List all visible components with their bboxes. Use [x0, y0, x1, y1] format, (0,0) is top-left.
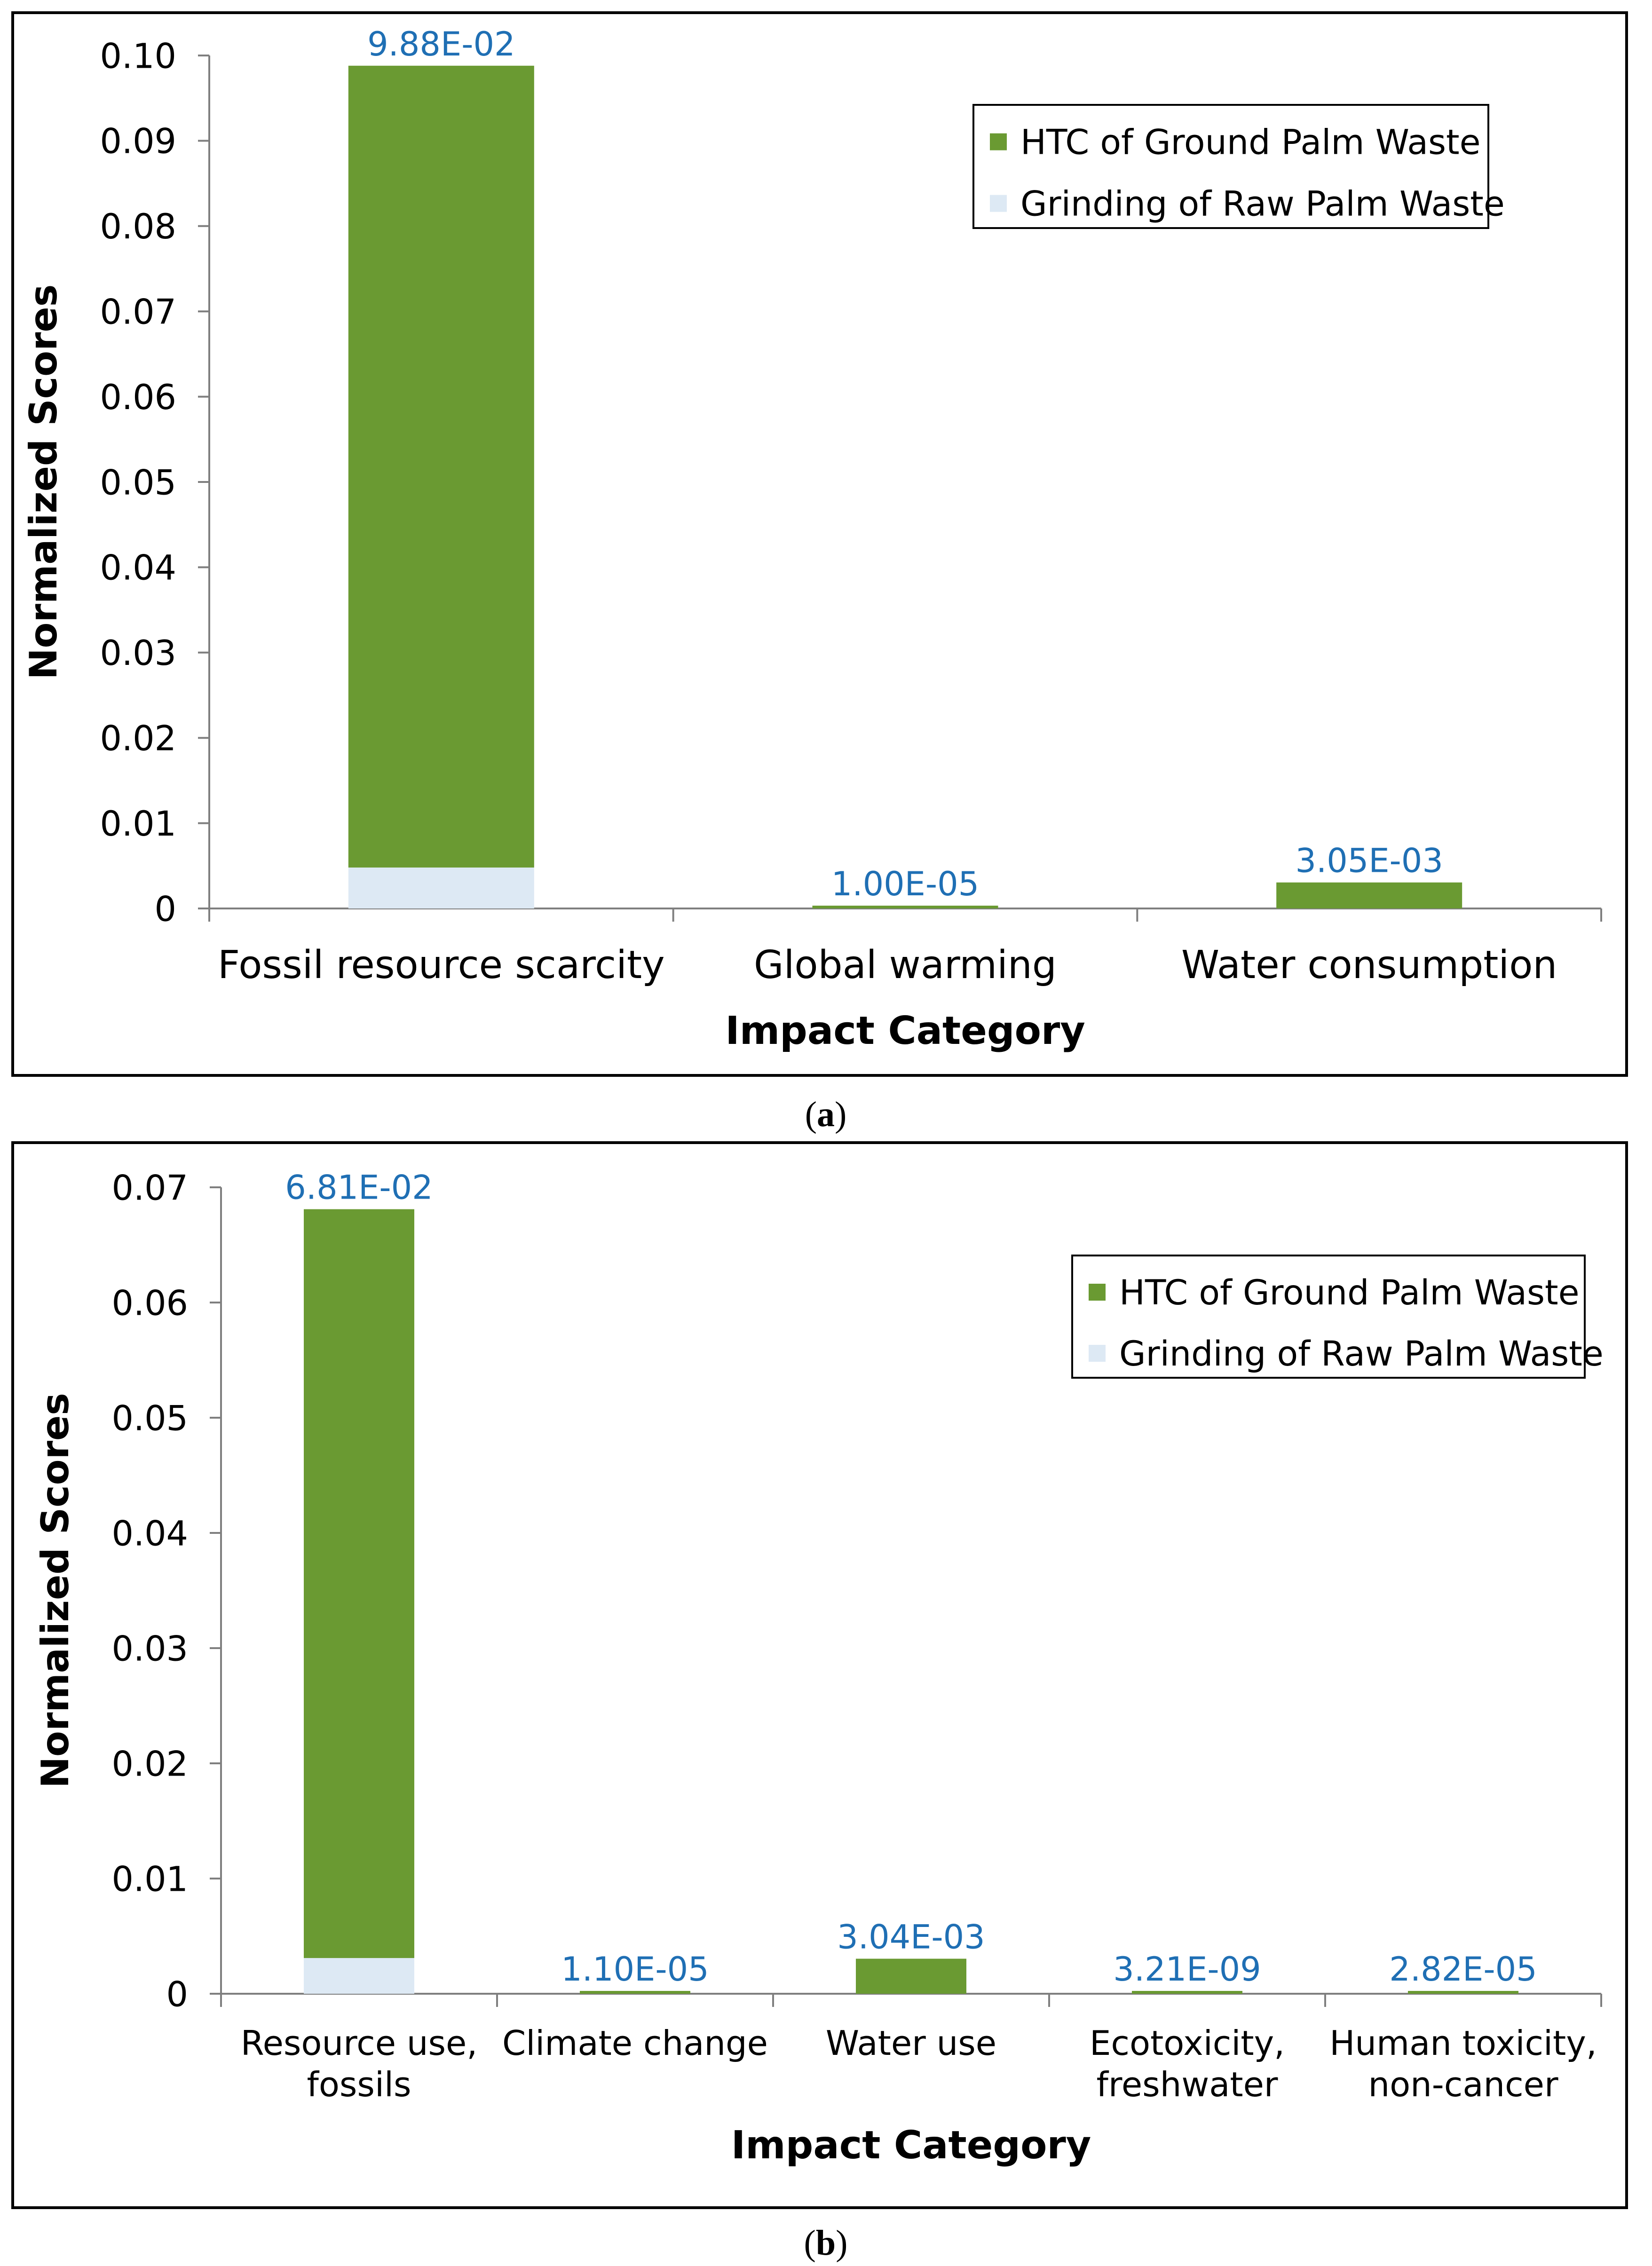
figure-caption: (a)	[805, 1095, 847, 1134]
legend-label: Grinding of Raw Palm Waste	[1020, 184, 1505, 224]
bar-htc	[1132, 1991, 1242, 1994]
x-category-label: Water consumption	[1181, 943, 1557, 987]
figure-caption: (b)	[804, 2223, 848, 2263]
y-tick-label: 0.09	[100, 122, 176, 162]
x-axis-title: Impact Category	[725, 1009, 1085, 1053]
y-tick-label: 0.05	[111, 1398, 188, 1438]
x-axis-title: Impact Category	[731, 2123, 1091, 2168]
panel-frame	[11, 1141, 1628, 2209]
y-tick-label: 0.01	[100, 804, 176, 844]
legend-swatch	[990, 133, 1007, 150]
x-category-label: Human toxicity,	[1329, 2023, 1597, 2063]
x-category-label: Climate change	[502, 2023, 768, 2063]
y-tick-label: 0.03	[111, 1629, 188, 1669]
caption-letter: b	[816, 2223, 836, 2263]
y-tick-label: 0.03	[100, 633, 176, 673]
panel-frame	[11, 11, 1628, 1077]
bar-htc	[1408, 1991, 1518, 1994]
caption-paren: )	[836, 2223, 847, 2263]
bar-htc	[1276, 882, 1462, 908]
caption-letter: a	[817, 1095, 835, 1134]
x-category-label: Ecotoxicity,	[1090, 2023, 1285, 2063]
y-tick-label: 0.06	[100, 378, 176, 418]
legend: HTC of Ground Palm Waste Grinding of Raw …	[972, 104, 1505, 229]
y-tick-label: 0	[155, 889, 176, 929]
bar-htc	[348, 65, 534, 868]
bar-htc	[580, 1991, 690, 1994]
y-tick-label: 0.08	[100, 207, 176, 247]
bar-htc	[304, 1209, 414, 1958]
caption-paren: (	[805, 1095, 817, 1134]
y-tick-label: 0	[166, 1974, 188, 2014]
data-label: 9.88E-02	[367, 25, 515, 63]
legend-label: Grinding of Raw Palm Waste	[1119, 1334, 1604, 1374]
legend-swatch	[1089, 1345, 1106, 1362]
caption-paren: )	[835, 1095, 846, 1134]
bar-htc	[812, 906, 998, 908]
legend-label: HTC of Ground Palm Waste	[1020, 123, 1481, 163]
caption-paren: (	[804, 2223, 816, 2263]
y-tick-label: 0.07	[100, 292, 176, 332]
legend: HTC of Ground Palm Waste Grinding of Raw …	[1071, 1255, 1604, 1379]
x-category-label: Global warming	[754, 943, 1057, 987]
legend-swatch	[1089, 1284, 1106, 1301]
y-tick-label: 0.01	[111, 1859, 188, 1899]
legend-box	[972, 104, 1489, 229]
y-axis-title: Normalized Scores	[22, 284, 65, 680]
data-label: 1.00E-05	[831, 865, 979, 903]
data-label: 6.81E-02	[285, 1169, 433, 1207]
y-tick-label: 0.05	[100, 463, 176, 503]
x-category-label: Water use	[826, 2023, 996, 2063]
data-label: 2.82E-05	[1389, 1950, 1537, 1989]
x-category-label: Fossil resource scarcity	[218, 943, 665, 987]
data-label: 3.04E-03	[837, 1918, 985, 1957]
legend-label: HTC of Ground Palm Waste	[1119, 1273, 1580, 1313]
y-tick-label: 0.07	[111, 1168, 188, 1208]
y-tick-label: 0.04	[100, 548, 176, 588]
bar-grinding	[348, 867, 534, 908]
bar-grinding	[304, 1958, 414, 1994]
x-category-label: freshwater	[1097, 2065, 1278, 2104]
x-category-label: non-cancer	[1368, 2065, 1558, 2104]
legend-swatch	[990, 195, 1007, 212]
legend-box	[1071, 1255, 1586, 1379]
x-category-label: fossils	[307, 2065, 411, 2104]
chart-panel-a: 0 0.01 0.02 0.03 0.04 0.05 0.06 0.07 0.08 0.09 0.1…	[11, 11, 1628, 1077]
y-tick-label: 0.10	[100, 36, 176, 76]
chart-panel-b: 0 0.01 0.02 0.03 0.04 0.05 0.06 0.07 6.81E-02 Res…	[11, 1141, 1628, 2209]
y-axis-title: Normalized Scores	[33, 1393, 77, 1788]
x-category-label: Resource use,	[241, 2023, 477, 2063]
y-tick-label: 0.06	[111, 1283, 188, 1323]
y-tick-label: 0.02	[100, 718, 176, 758]
data-label: 1.10E-05	[561, 1950, 709, 1989]
data-label: 3.21E-09	[1113, 1950, 1261, 1989]
bar-htc	[856, 1958, 966, 1994]
data-label: 3.05E-03	[1295, 842, 1443, 880]
y-tick-label: 0.04	[111, 1514, 188, 1554]
y-tick-label: 0.02	[111, 1744, 188, 1784]
